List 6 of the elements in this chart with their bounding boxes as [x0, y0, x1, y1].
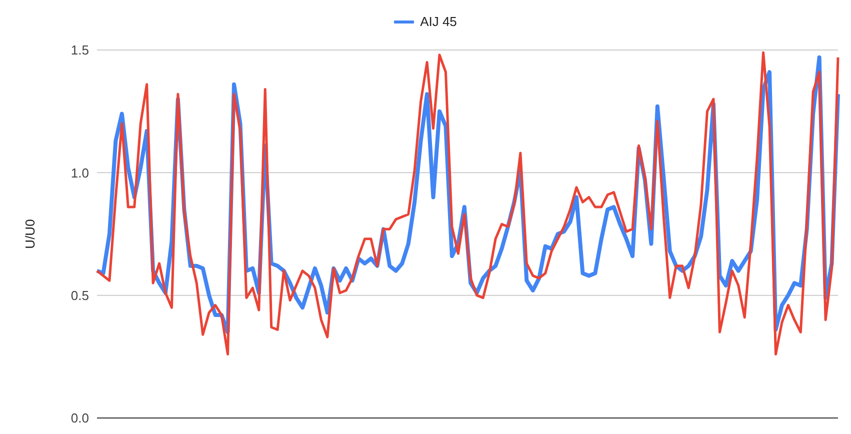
y-axis-title: U/U0	[22, 219, 38, 249]
y-tick-label: 0.0	[70, 410, 89, 426]
y-tick-label: 1.0	[70, 165, 89, 180]
y-tick-label: 1.5	[70, 42, 89, 58]
y-tick-label: 0.5	[70, 288, 89, 303]
legend-label: AIJ 45	[420, 14, 457, 29]
